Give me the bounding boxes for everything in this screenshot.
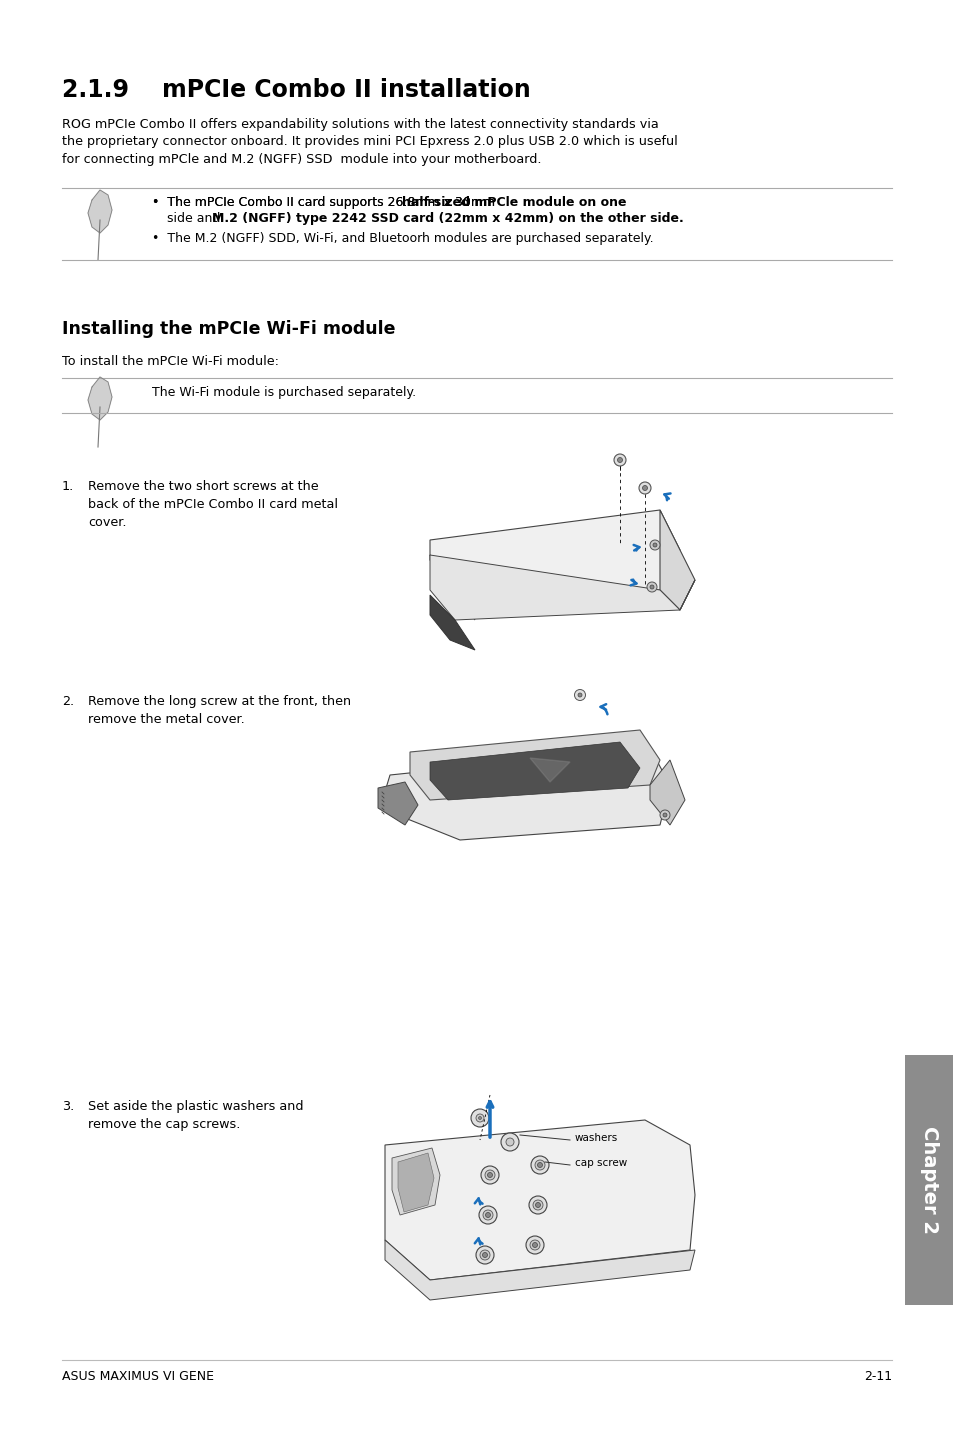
Polygon shape xyxy=(649,761,684,825)
Polygon shape xyxy=(392,1148,439,1215)
Circle shape xyxy=(614,454,625,466)
Text: The Wi-Fi module is purchased separately.: The Wi-Fi module is purchased separately… xyxy=(152,385,416,398)
Polygon shape xyxy=(385,1240,695,1300)
Circle shape xyxy=(482,1209,493,1219)
Polygon shape xyxy=(430,555,695,620)
Polygon shape xyxy=(88,190,112,233)
Circle shape xyxy=(478,1206,497,1224)
Circle shape xyxy=(639,482,650,495)
Circle shape xyxy=(482,1252,487,1257)
Circle shape xyxy=(529,1196,546,1214)
Circle shape xyxy=(617,457,622,463)
Polygon shape xyxy=(430,595,475,650)
Text: Remove the two short screws at the
back of the mPCIe Combo II card metal
cover.: Remove the two short screws at the back … xyxy=(88,480,337,529)
Polygon shape xyxy=(530,758,569,782)
Text: M.2 (NGFF) type 2242 SSD card (22mm x 42mm) on the other side.: M.2 (NGFF) type 2242 SSD card (22mm x 42… xyxy=(212,211,683,224)
Text: 1.: 1. xyxy=(62,480,74,493)
Polygon shape xyxy=(430,555,475,620)
Text: 3.: 3. xyxy=(62,1100,74,1113)
Circle shape xyxy=(471,1109,489,1127)
Circle shape xyxy=(649,541,659,549)
Polygon shape xyxy=(659,510,695,610)
Text: Chapter 2: Chapter 2 xyxy=(919,1126,938,1234)
Circle shape xyxy=(662,812,666,817)
Circle shape xyxy=(535,1202,540,1208)
Text: •  The mPCIe Combo II card supports 26.8mm x 30mm half-sized mPCle module on one: • The mPCIe Combo II card supports 26.8m… xyxy=(152,196,760,209)
Polygon shape xyxy=(430,742,639,800)
Circle shape xyxy=(537,1162,542,1168)
Text: side and: side and xyxy=(167,211,224,224)
Text: ROG mPCIe Combo II offers expandability solutions with the latest connectivity s: ROG mPCIe Combo II offers expandability … xyxy=(62,118,677,165)
Circle shape xyxy=(649,585,654,590)
Polygon shape xyxy=(410,731,659,800)
Polygon shape xyxy=(430,510,679,590)
Circle shape xyxy=(487,1172,492,1178)
Circle shape xyxy=(578,693,581,697)
Circle shape xyxy=(476,1245,494,1264)
Polygon shape xyxy=(397,1153,434,1212)
Circle shape xyxy=(652,544,657,546)
Polygon shape xyxy=(88,377,112,420)
Polygon shape xyxy=(385,1120,695,1280)
Text: To install the mPCIe Wi-Fi module:: To install the mPCIe Wi-Fi module: xyxy=(62,355,278,368)
Text: Remove the long screw at the front, then
remove the metal cover.: Remove the long screw at the front, then… xyxy=(88,695,351,726)
Circle shape xyxy=(500,1133,518,1150)
Circle shape xyxy=(659,810,669,820)
Text: •  The mPCIe Combo II card supports 26.8mm x 30mm: • The mPCIe Combo II card supports 26.8m… xyxy=(152,196,498,209)
Circle shape xyxy=(485,1212,490,1218)
Text: Installing the mPCIe Wi-Fi module: Installing the mPCIe Wi-Fi module xyxy=(62,321,395,338)
Circle shape xyxy=(530,1240,539,1250)
Circle shape xyxy=(480,1166,498,1183)
Circle shape xyxy=(646,582,657,592)
Circle shape xyxy=(484,1171,495,1181)
Polygon shape xyxy=(379,748,669,840)
Circle shape xyxy=(532,1242,537,1248)
Circle shape xyxy=(535,1160,544,1171)
Text: cap screw: cap screw xyxy=(575,1158,626,1168)
Text: 2-11: 2-11 xyxy=(863,1370,891,1383)
Bar xyxy=(904,1055,953,1306)
Text: ASUS MAXIMUS VI GENE: ASUS MAXIMUS VI GENE xyxy=(62,1370,213,1383)
Circle shape xyxy=(641,486,647,490)
Circle shape xyxy=(531,1156,548,1173)
Text: 2.: 2. xyxy=(62,695,74,707)
Text: Set aside the plastic washers and
remove the cap screws.: Set aside the plastic washers and remove… xyxy=(88,1100,303,1132)
Circle shape xyxy=(525,1237,543,1254)
Circle shape xyxy=(476,1114,483,1122)
Text: •  The mPCIe Combo II card supports 26.8mm x 30mm: • The mPCIe Combo II card supports 26.8m… xyxy=(152,196,498,209)
Circle shape xyxy=(505,1137,514,1146)
Circle shape xyxy=(478,1116,481,1120)
Circle shape xyxy=(574,689,585,700)
Circle shape xyxy=(533,1199,542,1209)
Text: half-sized mPCle module on one: half-sized mPCle module on one xyxy=(401,196,626,209)
Polygon shape xyxy=(377,782,417,825)
Text: 2.1.9    mPCIe Combo II installation: 2.1.9 mPCIe Combo II installation xyxy=(62,78,530,102)
Text: washers: washers xyxy=(575,1133,618,1143)
Circle shape xyxy=(479,1250,490,1260)
Text: •  The M.2 (NGFF) SDD, Wi-Fi, and Bluetoorh modules are purchased separately.: • The M.2 (NGFF) SDD, Wi-Fi, and Bluetoo… xyxy=(152,232,653,244)
